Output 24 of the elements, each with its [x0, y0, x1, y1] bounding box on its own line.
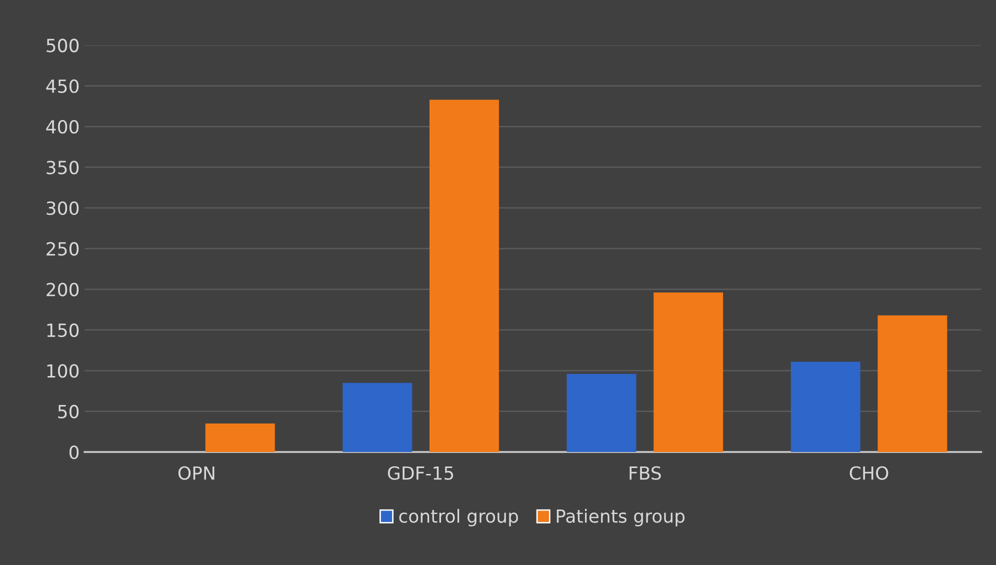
y-tick-label: 50: [58, 404, 79, 418]
legend-label: Patients group: [556, 508, 685, 526]
x-tick-label: OPN: [178, 466, 214, 480]
y-tick-label: 350: [46, 160, 79, 174]
y-tick-label: 500: [46, 38, 79, 52]
y-tick-label: 150: [47, 323, 79, 338]
bar: [429, 100, 499, 452]
bar: [342, 382, 412, 452]
x-tick-label: FBS: [630, 466, 661, 480]
y-tick-label: 400: [46, 120, 79, 134]
y-tick-label: 100: [47, 364, 79, 378]
x-tick-label: GDF-15: [388, 466, 454, 480]
y-tick-label: 200: [46, 282, 79, 296]
bar: [566, 374, 636, 452]
x-tick-label: CHO: [850, 466, 888, 480]
y-tick-label: 450: [46, 79, 79, 93]
legend-label: control group: [399, 508, 518, 526]
bar: [654, 292, 724, 452]
bar: [790, 362, 860, 452]
y-tick-label: 0: [70, 445, 79, 460]
bar: [205, 424, 275, 452]
y-tick-label: 300: [46, 201, 79, 216]
bar: [878, 315, 948, 452]
y-tick-label: 250: [46, 242, 79, 256]
